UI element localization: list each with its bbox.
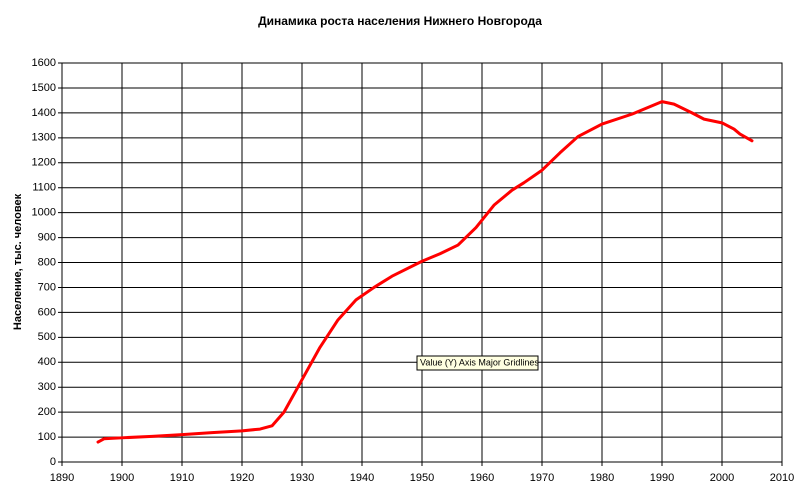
x-tick-label: 2000 — [710, 472, 734, 484]
x-tick-label: 1990 — [650, 472, 674, 484]
x-tick-label: 1980 — [590, 472, 614, 484]
y-tick-label: 200 — [38, 406, 56, 418]
x-tick-label: 1890 — [50, 472, 74, 484]
y-tick-label: 600 — [38, 306, 56, 318]
x-tick-label: 1970 — [530, 472, 554, 484]
tooltip-box — [416, 355, 539, 371]
line — [96, 100, 754, 444]
y-tick-label: 500 — [38, 331, 56, 343]
x-tick-label: 1950 — [410, 472, 434, 484]
tooltip: Value (Y) Axis Major Gridlines — [420, 357, 539, 367]
x-tick-label: 1940 — [350, 472, 374, 484]
y-tick-label: 100 — [38, 431, 56, 443]
y-tick-label: 1500 — [32, 82, 56, 94]
y-tick-label: 1400 — [32, 107, 56, 119]
x-tick-label: 1960 — [470, 472, 494, 484]
y-tick-label: 400 — [38, 356, 56, 368]
y-tick-label: 1100 — [32, 182, 56, 194]
x-tick-label: 1900 — [110, 472, 134, 484]
x-tick-label: 1910 — [170, 472, 194, 484]
y-tick-label: 700 — [38, 281, 56, 293]
x-tick-label: 1920 — [230, 472, 254, 484]
x-tick-label: 1930 — [290, 472, 314, 484]
x-tick-label: 2010 — [770, 472, 794, 484]
y-tick-label: 0 — [50, 456, 56, 468]
y-tick-label: 800 — [38, 256, 56, 268]
y-tick-label: 1300 — [32, 132, 56, 144]
y-tick-label: 300 — [38, 381, 56, 393]
y-tick-label: 900 — [38, 231, 56, 243]
y-axis-label: Население, тыс. человек — [12, 193, 24, 330]
y-tick-label: 1600 — [32, 57, 56, 69]
chart-title: Динамика роста населения Нижнего Новгоро… — [258, 14, 542, 28]
y-tick-label: 1200 — [32, 157, 56, 169]
y-tick-label: 1000 — [32, 207, 56, 219]
